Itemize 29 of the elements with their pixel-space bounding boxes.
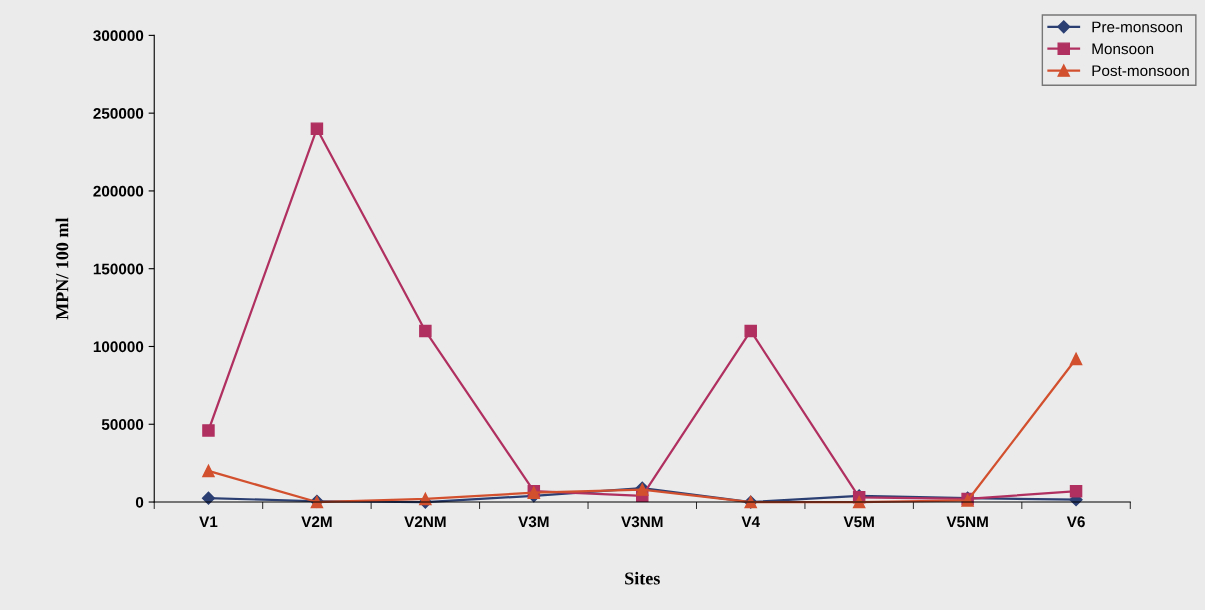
x-tick-label: V6: [1066, 516, 1085, 528]
y-tick-label: 0: [135, 496, 144, 508]
y-tick-label: 300000: [93, 30, 144, 42]
point: [202, 464, 215, 478]
x-tick-label: V5M: [843, 516, 874, 528]
point: [744, 324, 757, 338]
legend-label: Post-monsoon: [1092, 65, 1189, 77]
y-axis-title: MPN/ 100 ml: [55, 217, 69, 320]
x-tick-label: V4: [741, 516, 760, 527]
y-tick-label: 150000: [93, 263, 144, 275]
x-tick-label: V3M: [518, 516, 549, 528]
x-tick-label: V1: [199, 516, 218, 527]
x-tick-label: V3NM: [621, 516, 663, 528]
point: [310, 122, 324, 135]
x-axis-title: Sites: [625, 571, 660, 585]
point: [202, 424, 215, 437]
point: [1069, 352, 1083, 366]
y-tick-label: 200000: [93, 185, 144, 197]
y-tick-label: 250000: [93, 108, 144, 119]
legend-label: Pre-monsoon: [1092, 21, 1182, 33]
x-tick-label: V2M: [301, 516, 332, 527]
point: [1069, 484, 1083, 498]
y-tick-label: 50000: [101, 419, 144, 430]
point: [419, 324, 432, 338]
x-tick-label: V2NM: [404, 516, 446, 527]
y-tick-label: 100000: [93, 341, 144, 353]
legend-label: Monsoon: [1092, 43, 1154, 55]
point: [201, 491, 216, 505]
x-tick-label: V5NM: [946, 516, 988, 528]
